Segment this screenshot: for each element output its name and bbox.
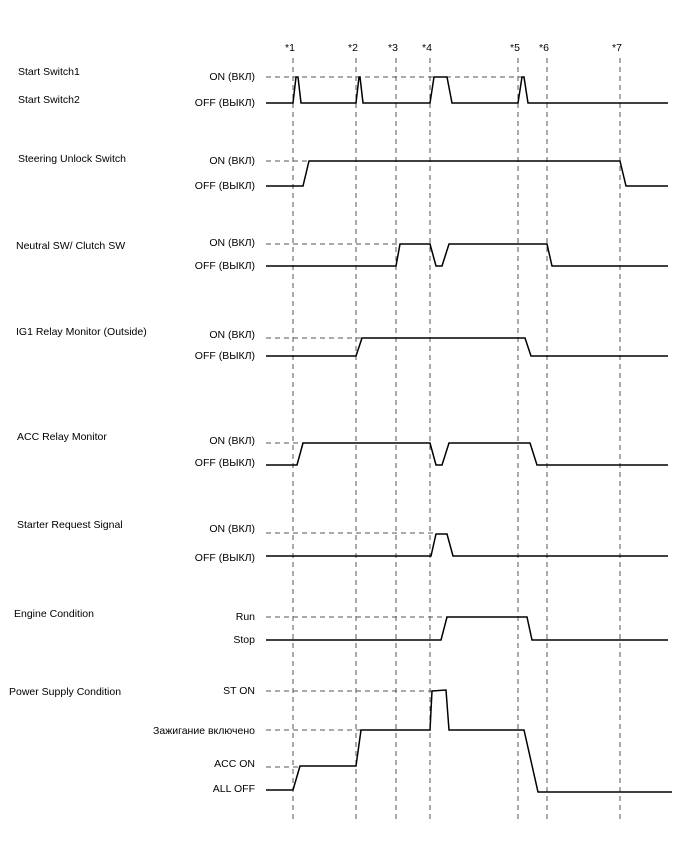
level-label: ON (ВКЛ) [209,435,255,447]
marker: *1 [285,42,295,54]
signal-name: Power Supply Condition [9,686,121,698]
waveform [266,442,668,466]
marker: *7 [612,42,622,54]
level-label: OFF (ВЫКЛ) [195,97,255,109]
marker: *4 [422,42,432,54]
level-label: ON (ВКЛ) [209,237,255,249]
signal-name: Start Switch2 [18,94,80,106]
level-label: OFF (ВЫКЛ) [195,350,255,362]
signal-name: Steering Unlock Switch [18,153,126,165]
waveform [266,689,672,793]
signal-name: Start Switch1 [18,66,80,78]
level-label: ST ON [223,685,255,697]
waveform [266,160,668,187]
level-label: Зажигание включено [153,725,255,737]
marker: *2 [348,42,358,54]
waveform [266,76,668,104]
level-label: Run [236,611,255,623]
waveform [266,616,668,641]
level-label: ACC ON [214,758,255,770]
signal-name: Engine Condition [14,608,94,620]
marker: *6 [539,42,549,54]
signal-name: Neutral SW/ Clutch SW [16,240,125,252]
signal-name: IG1 Relay Monitor (Outside) [16,326,147,338]
waveform [266,337,668,357]
level-label: OFF (ВЫКЛ) [195,457,255,469]
signal-name: Starter Request Signal [17,519,123,531]
level-label: OFF (ВЫКЛ) [195,552,255,564]
level-label: OFF (ВЫКЛ) [195,180,255,192]
level-label: OFF (ВЫКЛ) [195,260,255,272]
level-label: ON (ВКЛ) [209,155,255,167]
level-label: Stop [233,634,255,646]
marker: *3 [388,42,398,54]
level-label: ON (ВКЛ) [209,523,255,535]
level-label: ON (ВКЛ) [209,71,255,83]
waveform [266,533,668,557]
marker: *5 [510,42,520,54]
waveform [266,243,668,267]
signal-name: ACC Relay Monitor [17,431,107,443]
level-label: ON (ВКЛ) [209,329,255,341]
level-label: ALL OFF [213,783,255,795]
marker-lines [292,58,621,822]
